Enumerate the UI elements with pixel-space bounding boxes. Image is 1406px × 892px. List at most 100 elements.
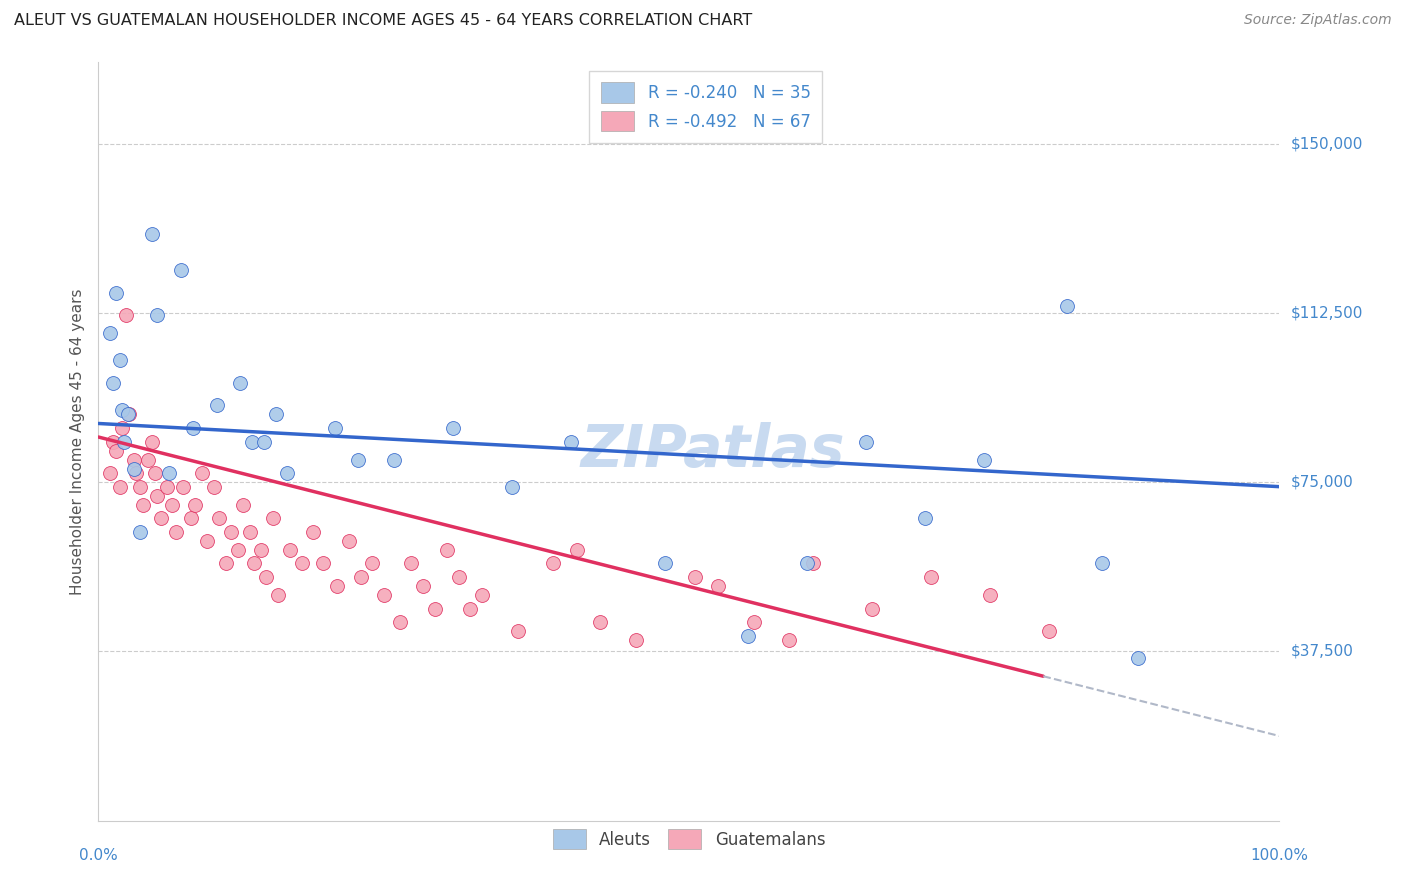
Point xyxy=(654,557,676,571)
Point xyxy=(914,511,936,525)
Point xyxy=(191,466,214,480)
Point xyxy=(108,353,131,368)
Point xyxy=(146,489,169,503)
Point xyxy=(855,434,877,449)
Point xyxy=(160,498,183,512)
Point xyxy=(589,615,612,629)
Point xyxy=(165,524,187,539)
Point xyxy=(118,408,141,422)
Point xyxy=(707,579,730,593)
Point xyxy=(349,570,371,584)
Point xyxy=(501,480,523,494)
Point xyxy=(240,434,263,449)
Text: $37,500: $37,500 xyxy=(1291,644,1354,659)
Point xyxy=(141,227,163,241)
Point xyxy=(276,466,298,480)
Point xyxy=(683,570,706,584)
Point xyxy=(231,498,253,512)
Point xyxy=(290,557,312,571)
Text: ZIPatlas: ZIPatlas xyxy=(581,422,845,479)
Point xyxy=(172,480,194,494)
Point xyxy=(170,263,193,277)
Point xyxy=(423,601,446,615)
Point xyxy=(243,557,266,571)
Point xyxy=(337,533,360,548)
Point xyxy=(1038,624,1060,639)
Point xyxy=(101,376,124,390)
Text: 100.0%: 100.0% xyxy=(1250,848,1309,863)
Point xyxy=(253,434,276,449)
Point xyxy=(128,480,150,494)
Point xyxy=(361,557,384,571)
Point xyxy=(143,466,166,480)
Point xyxy=(226,542,249,557)
Point xyxy=(141,434,163,449)
Point xyxy=(101,434,124,449)
Point xyxy=(412,579,434,593)
Point xyxy=(373,588,395,602)
Point xyxy=(105,285,128,300)
Point xyxy=(979,588,1001,602)
Point xyxy=(347,452,370,467)
Text: ALEUT VS GUATEMALAN HOUSEHOLDER INCOME AGES 45 - 64 YEARS CORRELATION CHART: ALEUT VS GUATEMALAN HOUSEHOLDER INCOME A… xyxy=(14,13,752,29)
Point xyxy=(125,466,148,480)
Point xyxy=(150,511,173,525)
Point xyxy=(111,403,134,417)
Point xyxy=(267,588,290,602)
Point xyxy=(278,542,301,557)
Point xyxy=(108,480,131,494)
Point xyxy=(128,524,150,539)
Point xyxy=(737,629,759,643)
Point xyxy=(117,408,139,422)
Point xyxy=(973,452,995,467)
Point xyxy=(1056,299,1078,313)
Point xyxy=(382,452,405,467)
Point xyxy=(114,308,136,322)
Legend: Aleuts, Guatemalans: Aleuts, Guatemalans xyxy=(544,821,834,858)
Point xyxy=(195,533,218,548)
Point xyxy=(219,524,242,539)
Text: $150,000: $150,000 xyxy=(1291,136,1362,151)
Point xyxy=(1126,651,1149,665)
Point xyxy=(312,557,335,571)
Point xyxy=(565,542,588,557)
Point xyxy=(250,542,273,557)
Point xyxy=(436,542,458,557)
Point xyxy=(302,524,325,539)
Point xyxy=(1091,557,1114,571)
Point xyxy=(742,615,765,629)
Point xyxy=(801,557,824,571)
Point xyxy=(239,524,262,539)
Text: 0.0%: 0.0% xyxy=(79,848,118,863)
Point xyxy=(254,570,277,584)
Point xyxy=(323,421,346,435)
Point xyxy=(506,624,529,639)
Point xyxy=(264,408,287,422)
Point xyxy=(262,511,284,525)
Point xyxy=(778,633,800,648)
Point xyxy=(184,498,207,512)
Point xyxy=(136,452,159,467)
Point xyxy=(205,399,228,413)
Point xyxy=(215,557,238,571)
Point xyxy=(624,633,647,648)
Point xyxy=(112,434,135,449)
Y-axis label: Householder Income Ages 45 - 64 years: Householder Income Ages 45 - 64 years xyxy=(69,288,84,595)
Point xyxy=(146,308,169,322)
Point xyxy=(122,461,145,475)
Point xyxy=(471,588,494,602)
Point xyxy=(796,557,818,571)
Point xyxy=(388,615,411,629)
Point xyxy=(541,557,564,571)
Text: Source: ZipAtlas.com: Source: ZipAtlas.com xyxy=(1244,13,1392,28)
Point xyxy=(401,557,423,571)
Point xyxy=(111,421,134,435)
Point xyxy=(860,601,883,615)
Point xyxy=(208,511,231,525)
Point xyxy=(157,466,180,480)
Point xyxy=(98,466,121,480)
Text: $112,500: $112,500 xyxy=(1291,305,1362,320)
Point xyxy=(447,570,470,584)
Point xyxy=(202,480,225,494)
Point xyxy=(181,421,204,435)
